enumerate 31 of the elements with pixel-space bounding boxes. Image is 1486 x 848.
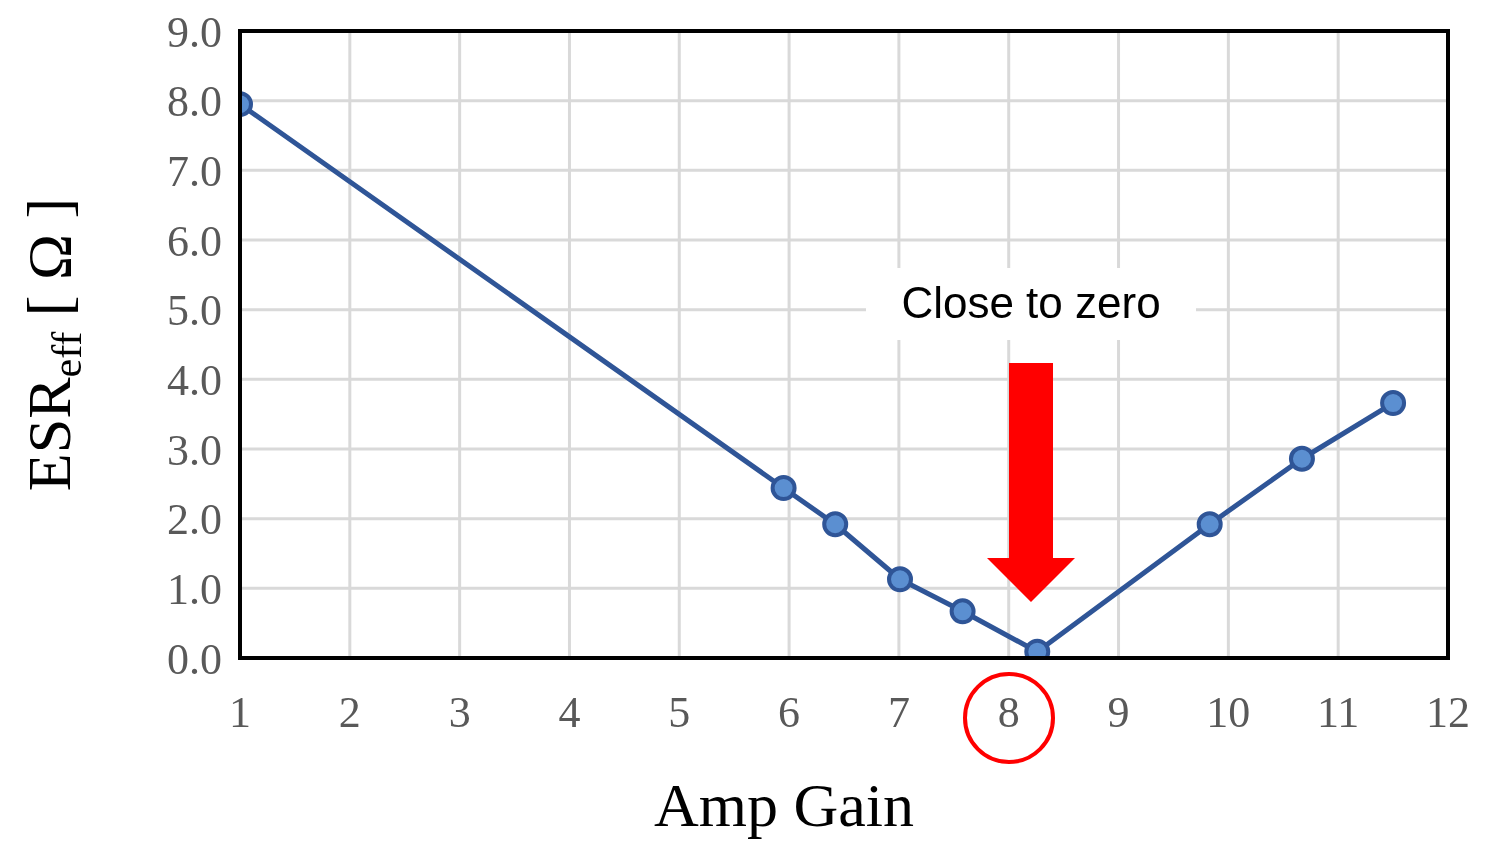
x-tick-label: 2	[338, 688, 361, 738]
x-tick-label: 5	[668, 688, 691, 738]
x-tick-label: 7	[887, 688, 910, 738]
x-tick-label: 8	[997, 688, 1020, 738]
point	[770, 475, 797, 502]
x-tick-label: 6	[778, 688, 801, 738]
x-tick-label: 12	[1426, 688, 1470, 738]
x-tick-label: 10	[1206, 688, 1251, 738]
y-tick-label: 5.0	[167, 286, 222, 336]
point	[1196, 511, 1223, 538]
point	[1288, 445, 1315, 472]
x-tick-label: 1	[229, 688, 251, 738]
point	[949, 598, 976, 625]
x-tick-label: 11	[1316, 688, 1360, 738]
x-tick-label: 3	[448, 688, 471, 738]
y-tick-label: 1.0	[167, 564, 222, 614]
y-tick-label: 9.0	[167, 7, 222, 57]
x-axis-title: Amp Gain	[653, 771, 915, 839]
x-tick-label: 9	[1107, 688, 1130, 738]
y-tick-label: 4.0	[167, 355, 222, 405]
point	[1380, 390, 1407, 417]
y-tick-label: 3.0	[167, 425, 222, 475]
point	[887, 566, 914, 593]
y-tick-label: 6.0	[167, 216, 222, 266]
y-tick-label: 7.0	[167, 146, 222, 196]
y-tick-label: 8.0	[167, 77, 222, 127]
x-tick-label: 4	[558, 688, 581, 738]
y-tick-label: 2.0	[167, 495, 222, 545]
y-tick-label: 0.0	[167, 634, 222, 684]
annotation: Close to zero	[901, 278, 1161, 327]
point	[822, 511, 849, 538]
